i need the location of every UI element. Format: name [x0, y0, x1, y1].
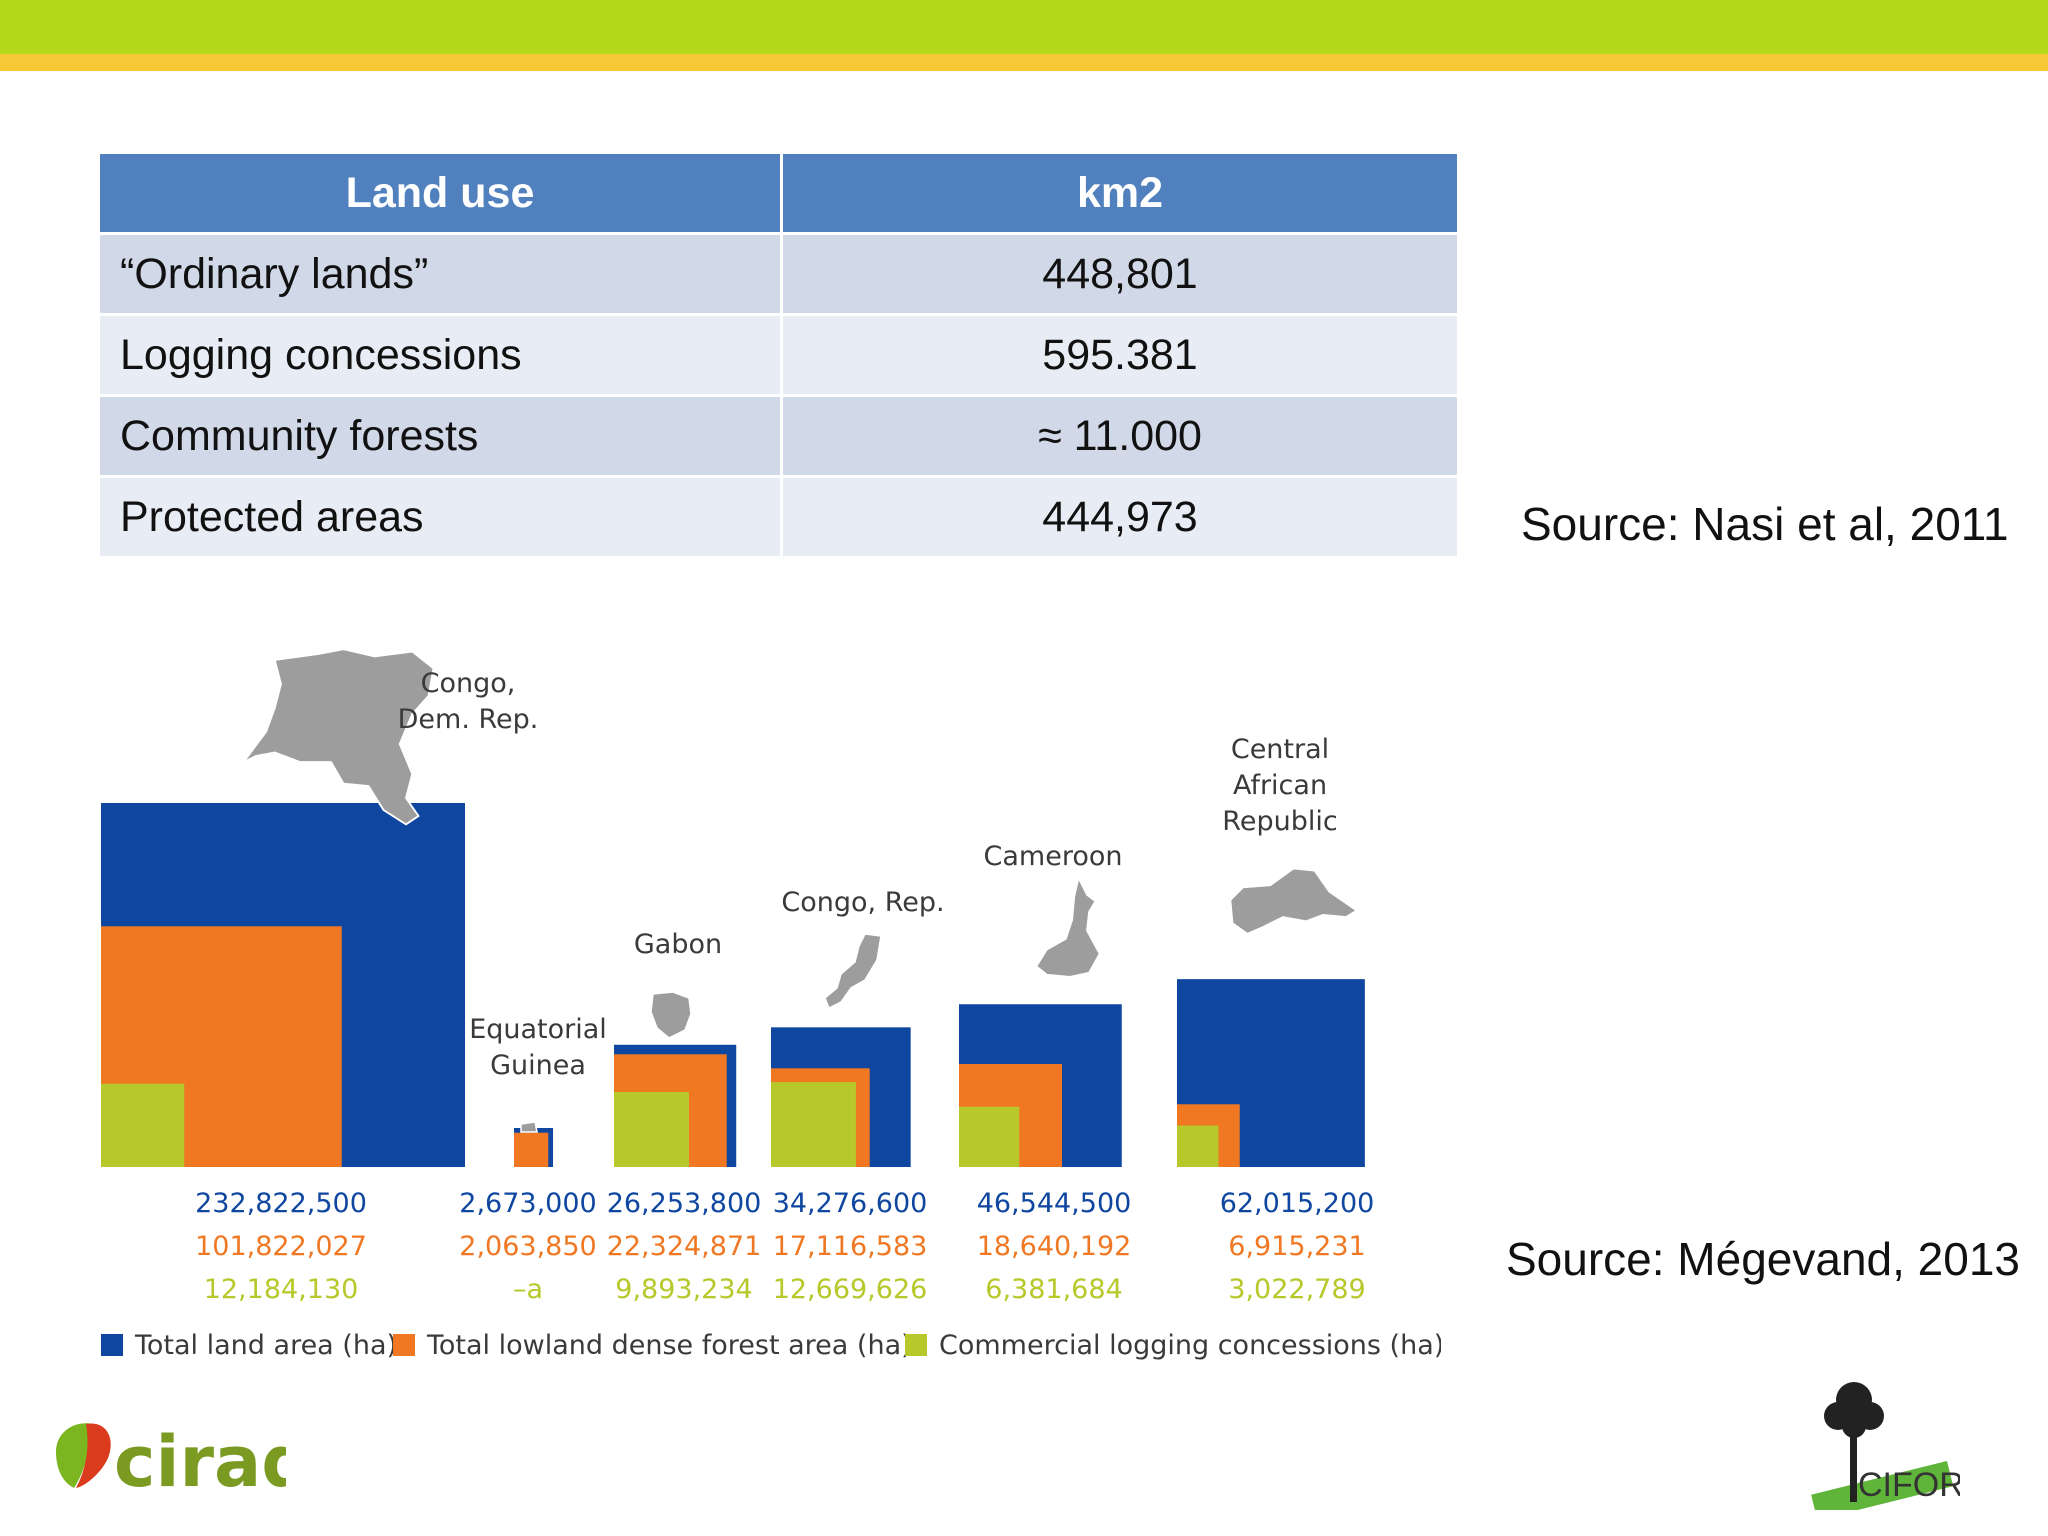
value-label-logging: –a	[513, 1274, 543, 1305]
country-name: Republic	[1222, 806, 1337, 837]
square-logging	[1177, 1125, 1219, 1167]
row-value: 448,801	[780, 232, 1460, 316]
cifor-logo: CIFOR	[1811, 1382, 1960, 1510]
value-label-logging: 12,184,130	[204, 1274, 359, 1305]
legend-swatch	[101, 1334, 123, 1356]
top-accent-stripe	[0, 54, 2048, 71]
value-label-total: 34,276,600	[773, 1188, 928, 1219]
header-land-use: Land use	[97, 151, 783, 235]
table-row: Logging concessions 595.381	[97, 313, 1460, 397]
car-map-icon	[1229, 867, 1358, 935]
eq-guinea-map-icon	[520, 1121, 538, 1133]
land-area-chart: Congo, Dem. Rep. 232,822,500 101,822,027 12,…	[101, 648, 1441, 1361]
header-km2: km2	[780, 151, 1460, 235]
country-name: Dem. Rep.	[398, 704, 539, 735]
table-source: Source: Nasi et al, 2011	[1521, 498, 2009, 550]
top-accent-bar	[0, 0, 2048, 54]
value-label-logging: 6,381,684	[985, 1274, 1122, 1305]
legend-swatch	[393, 1334, 415, 1356]
country-group: Cameroon 46,544,500 18,640,192 6,381,684	[959, 841, 1131, 1305]
row-label: Logging concessions	[97, 313, 783, 397]
land-use-table: Land use km2 “Ordinary lands” 448,801 Lo…	[97, 151, 1460, 559]
value-label-logging: 9,893,234	[615, 1274, 752, 1305]
country-name: Equatorial	[469, 1014, 607, 1045]
row-label: Protected areas	[97, 475, 783, 559]
country-name: Cameroon	[984, 841, 1123, 872]
legend-swatch	[905, 1334, 927, 1356]
value-label-total: 232,822,500	[195, 1188, 367, 1219]
value-label-lowland: 2,063,850	[459, 1231, 596, 1262]
cifor-wordmark: CIFOR	[1858, 1466, 1960, 1504]
value-label-total: 2,673,000	[459, 1188, 596, 1219]
country-name: Congo, Rep.	[781, 887, 944, 918]
row-value: 444,973	[780, 475, 1460, 559]
row-value: ≈ 11.000	[780, 394, 1460, 478]
table-row: “Ordinary lands” 448,801	[97, 232, 1460, 316]
row-value: 595.381	[780, 313, 1460, 397]
value-label-total: 62,015,200	[1220, 1188, 1375, 1219]
drc-map-icon	[242, 648, 435, 826]
square-logging	[614, 1091, 690, 1167]
row-label: “Ordinary lands”	[97, 232, 783, 316]
table-row: Protected areas 444,973	[97, 475, 1460, 559]
legend-label: Total lowland dense forest area (ha)	[426, 1330, 912, 1361]
gabon-map-icon	[650, 991, 692, 1039]
square-logging	[959, 1106, 1020, 1167]
legend-label: Commercial logging concessions (ha)	[939, 1330, 1441, 1361]
value-label-lowland: 18,640,192	[977, 1231, 1132, 1262]
country-group: Equatorial Guinea 2,673,000 2,063,850 –a	[459, 1014, 607, 1305]
table-row: Community forests ≈ 11.000	[97, 394, 1460, 478]
country-name: Gabon	[634, 929, 722, 960]
congo-rep-map-icon	[824, 933, 882, 1010]
value-label-lowland: 22,324,871	[607, 1231, 762, 1262]
square-lowland	[514, 1132, 549, 1167]
value-label-total: 46,544,500	[977, 1188, 1132, 1219]
country-name: Congo,	[421, 668, 516, 699]
cameroon-map-icon	[1035, 875, 1101, 978]
cirad-wordmark: cirad	[114, 1421, 286, 1500]
legend-label: Total land area (ha)	[134, 1330, 397, 1361]
cirad-logo: cirad	[56, 1421, 286, 1500]
country-name: Central	[1231, 734, 1329, 765]
country-group: Congo, Rep. 34,276,600 17,116,583 12,669,62…	[771, 887, 945, 1305]
country-name: African	[1233, 770, 1327, 801]
square-logging	[771, 1082, 856, 1167]
country-name: Guinea	[490, 1050, 586, 1081]
table-header-row: Land use km2	[97, 151, 1460, 235]
country-group: Congo, Dem. Rep. 232,822,500 101,822,027 12,…	[101, 648, 539, 1305]
value-label-logging: 3,022,789	[1228, 1274, 1365, 1305]
value-label-lowland: 6,915,231	[1228, 1231, 1365, 1262]
country-group: Gabon 26,253,800 22,324,871 9,893,234	[607, 929, 762, 1305]
value-label-logging: 12,669,626	[773, 1274, 928, 1305]
country-group: Central African Republic 62,015,200 6,915,23…	[1177, 734, 1374, 1305]
row-label: Community forests	[97, 394, 783, 478]
value-label-lowland: 17,116,583	[773, 1231, 928, 1262]
value-label-lowland: 101,822,027	[195, 1231, 367, 1262]
square-logging	[101, 1083, 185, 1167]
value-label-total: 26,253,800	[607, 1188, 762, 1219]
chart-source: Source: Mégevand, 2013	[1506, 1233, 2021, 1285]
